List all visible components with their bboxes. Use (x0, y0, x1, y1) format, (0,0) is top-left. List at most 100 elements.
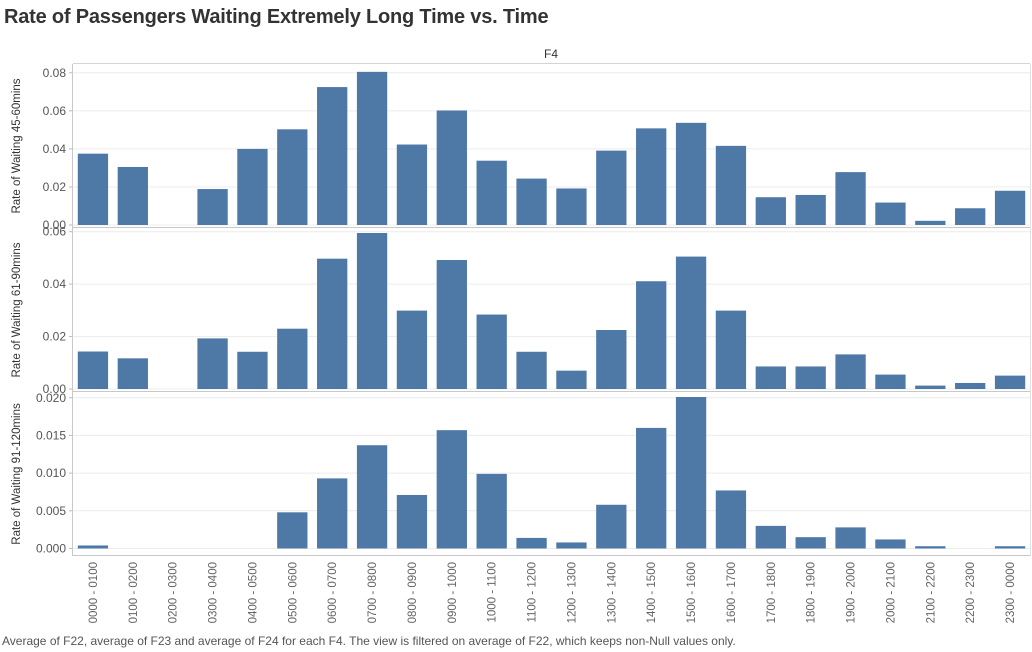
bar (356, 233, 388, 389)
bar (955, 208, 986, 225)
y-tick-label: 0.06 (43, 104, 67, 118)
y-tick-label: 0.010 (36, 466, 66, 480)
x-tick-label: 0000 - 0100 (88, 562, 100, 623)
bar (277, 129, 308, 225)
bar (436, 430, 467, 549)
x-tick-label: 1200 - 1300 (566, 562, 578, 623)
bar (356, 71, 388, 225)
bar (915, 220, 946, 225)
bar-chart: F4 0.00 0.02 0.04 0.06 0.08 Rate of Waiting 4… (11, 47, 1031, 623)
bar (994, 375, 1026, 389)
bar (636, 281, 667, 389)
panel-2: 0.00 0.02 0.04 0.06 Rate of Waiting 61-90min… (11, 225, 1030, 396)
bar (556, 370, 587, 389)
bar (117, 358, 148, 389)
x-tick-label: 1000 - 1100 (487, 562, 499, 623)
x-tick-label: 1500 - 1600 (686, 562, 698, 623)
bar (277, 512, 308, 549)
bar (396, 494, 428, 549)
bar (596, 504, 627, 549)
y-tick-label: 0.02 (43, 180, 67, 194)
bar (994, 190, 1026, 225)
bar (516, 537, 547, 549)
x-tick-label: 0100 - 0200 (128, 562, 140, 623)
bar (556, 188, 587, 225)
bar (237, 351, 268, 389)
bar (277, 328, 308, 389)
y-tick-label: 0.00 (43, 218, 67, 232)
bar (237, 148, 268, 225)
bar (795, 537, 826, 549)
bar (596, 330, 627, 389)
bar (77, 351, 109, 389)
x-tick-label: 0700 - 0800 (367, 562, 379, 623)
x-tick-label: 0600 - 0700 (327, 562, 339, 623)
bar (875, 374, 906, 389)
x-tick-label: 1800 - 1900 (806, 562, 818, 623)
x-tick-label: 0500 - 0600 (287, 562, 299, 623)
bar (636, 427, 667, 549)
y-tick-label: 0.020 (36, 391, 66, 405)
bar (915, 546, 946, 549)
x-tick-label: 0200 - 0300 (168, 562, 180, 623)
bar (755, 197, 786, 225)
bar (955, 382, 986, 389)
bar (715, 145, 747, 225)
y-tick-label: 0.04 (43, 277, 67, 291)
bar (715, 310, 747, 389)
y-tick-label: 0.000 (36, 541, 66, 555)
bar (675, 256, 707, 389)
bar (396, 144, 428, 225)
bar (476, 473, 507, 549)
bar (795, 194, 826, 225)
bar (77, 545, 109, 549)
bar (636, 128, 667, 225)
bar (715, 490, 747, 549)
y-tick-label: 0.005 (36, 504, 66, 518)
bar (835, 172, 866, 225)
x-tick-label: 1700 - 1800 (766, 562, 778, 623)
bar (516, 178, 547, 225)
x-tick-label: 0800 - 0900 (407, 562, 419, 623)
y-tick-label: 0.00 (43, 382, 67, 396)
bar (77, 153, 109, 225)
y-tick-label: 0.04 (43, 142, 67, 156)
bar (994, 546, 1026, 549)
y-tick-label: 0.08 (43, 66, 67, 80)
y-tick-label: 0.02 (43, 330, 67, 344)
x-tick-label: 2200 - 2300 (965, 562, 977, 623)
bar (675, 397, 707, 549)
bar (197, 338, 228, 389)
bar (317, 478, 348, 549)
bar (755, 366, 786, 389)
bar (755, 525, 786, 549)
bar (317, 87, 348, 225)
x-tick-label: 1300 - 1400 (606, 562, 618, 623)
x-tick-label: 1400 - 1500 (646, 562, 658, 623)
bar (835, 354, 866, 389)
x-tick-label: 1600 - 1700 (726, 562, 738, 623)
y-axis-label: Rate of Waiting 45-60mins (11, 78, 23, 213)
panel-3: 0.000 0.005 0.010 0.015 0.020 Rate of Waiting… (11, 391, 1030, 556)
bar (317, 258, 348, 389)
y-tick-label: 0.06 (43, 225, 67, 239)
bar (436, 260, 467, 389)
x-tick-label: 2100 - 2200 (925, 562, 937, 623)
x-tick-label: 1900 - 2000 (846, 562, 858, 623)
bar (875, 202, 906, 225)
x-tick-label: 2000 - 2100 (885, 562, 897, 623)
y-axis-label: Rate of Waiting 91-120mins (11, 403, 23, 545)
bar (516, 351, 547, 389)
footer-caption: Average of F22, average of F23 and avera… (2, 634, 736, 648)
bar (396, 310, 428, 389)
column-header: F4 (544, 47, 558, 61)
chart-title: Rate of Passengers Waiting Extremely Lon… (4, 6, 549, 28)
bar (556, 542, 587, 549)
panel-1: 0.00 0.02 0.04 0.06 0.08 Rate of Waiting 45-6… (11, 64, 1030, 232)
bar (596, 150, 627, 225)
bar (875, 539, 906, 549)
x-tick-label: 0900 - 1000 (447, 562, 459, 623)
x-tick-label: 2300 - 0000 (1005, 562, 1017, 623)
bar (675, 122, 707, 225)
bar (436, 110, 467, 225)
